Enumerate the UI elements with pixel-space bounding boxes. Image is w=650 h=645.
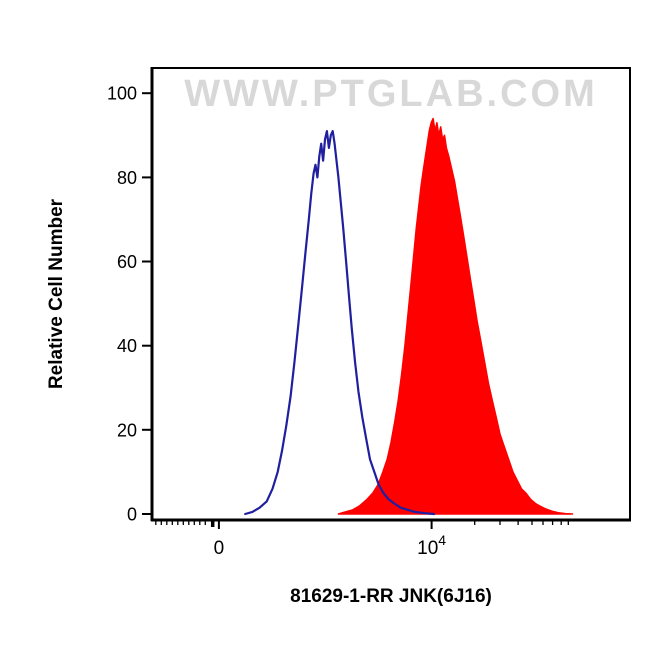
y-tick-label: 60 — [117, 252, 137, 272]
y-axis-label: Relative Cell Number — [46, 198, 67, 390]
y-tick-label: 80 — [117, 168, 137, 188]
watermark-text: WWW.PTGLAB.COM — [184, 73, 597, 115]
y-tick-label: 100 — [107, 84, 137, 104]
y-tick-label: 20 — [117, 420, 137, 440]
x-tick-label: 0 — [214, 538, 225, 559]
x-axis-label: 81629-1-RR JNK(6J16) — [290, 586, 492, 607]
y-tick-label: 0 — [127, 505, 137, 525]
x-tick-label: 104 — [417, 532, 446, 559]
control-histogram-curve — [244, 130, 436, 516]
sample-histogram-area — [337, 117, 574, 515]
y-tick-label: 40 — [117, 336, 137, 356]
